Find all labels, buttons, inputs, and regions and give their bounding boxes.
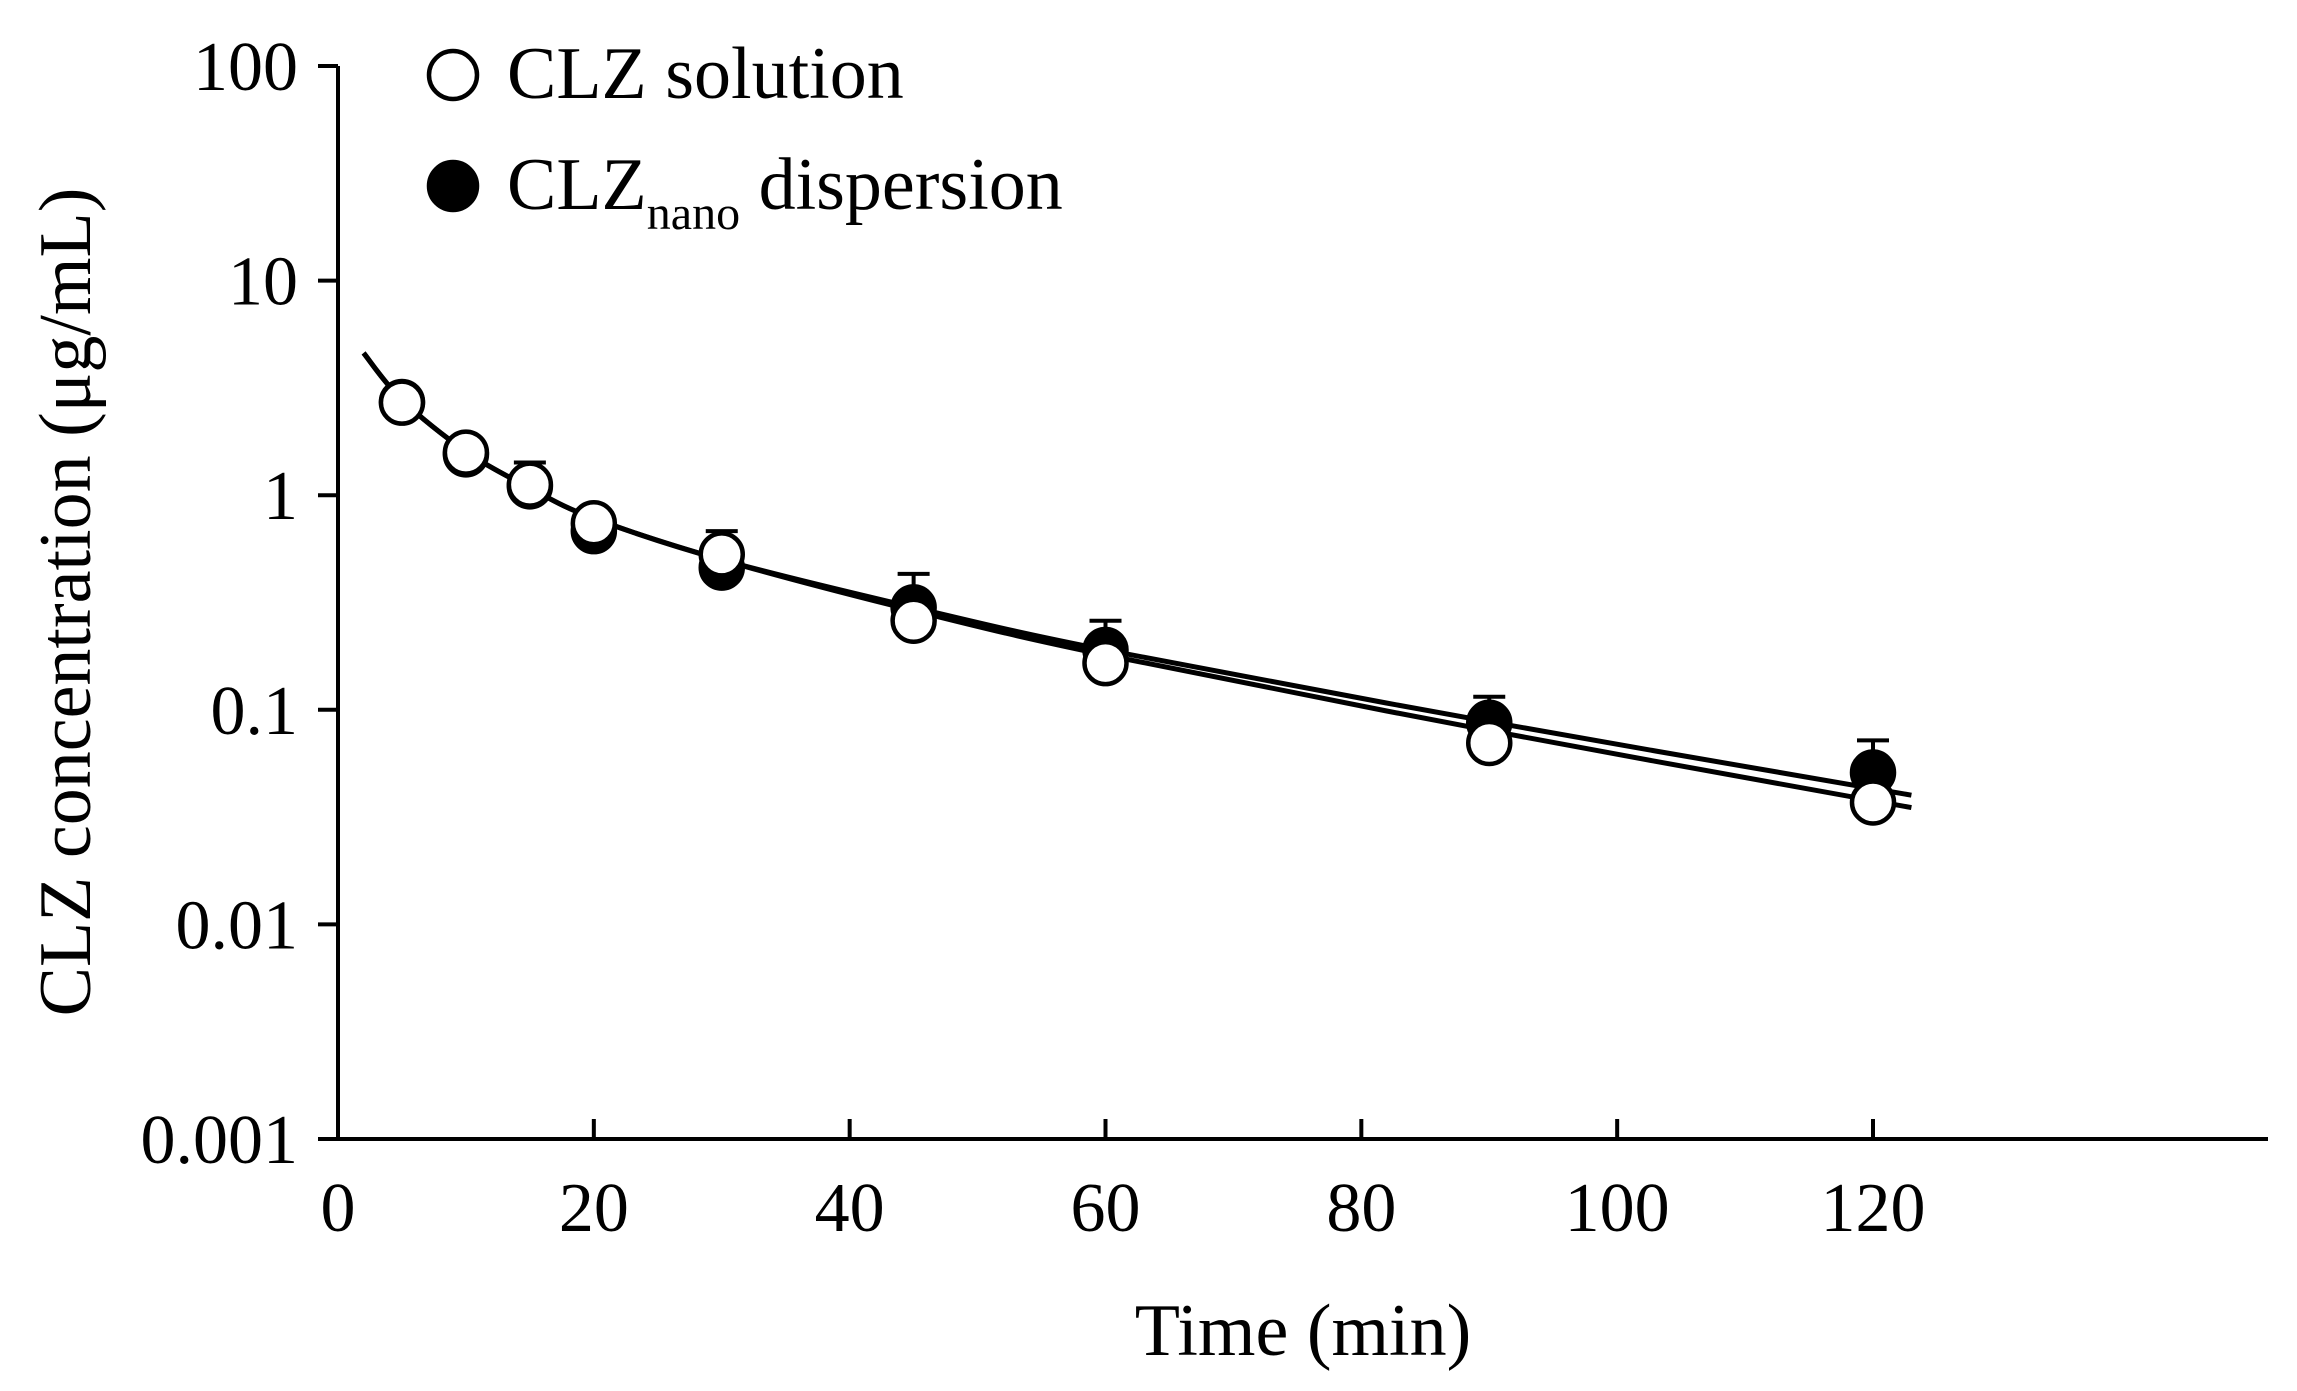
points-layer: [378, 378, 1897, 826]
fit-line-nano: [361, 351, 1912, 798]
data-point-solution: [506, 461, 554, 508]
data-point-solution: [698, 531, 745, 578]
legend-label-solution: CLZ solution: [507, 33, 904, 115]
legend-nano-sub: nano: [647, 187, 740, 240]
y-tick-label: 10: [228, 244, 298, 321]
x-tick-label: 20: [559, 1170, 629, 1247]
x-tick-label: 40: [815, 1170, 885, 1247]
data-point-solution: [1466, 719, 1513, 767]
legend-label-nano: CLZnano dispersion: [507, 144, 1063, 240]
fit-lines-layer: [361, 351, 1912, 811]
data-point-solution: [1082, 639, 1129, 687]
legend-marker-filled: [426, 159, 480, 213]
x-tick-label: 100: [1565, 1170, 1670, 1247]
y-tick-label: 0.1: [211, 673, 299, 750]
y-tick-label: 0.01: [176, 887, 299, 964]
legend-marker-open: [426, 48, 480, 102]
data-point-solution: [570, 500, 618, 547]
data-point-solution: [1849, 779, 1897, 826]
y-tick-label: 100: [193, 29, 298, 106]
ticks-layer: 0.001 0.01 0.1 1 10 100 0 20 40 60 80 100 120: [141, 29, 1926, 1247]
x-tick-label: 80: [1326, 1170, 1396, 1247]
fit-line-solution: [361, 351, 1912, 811]
x-tick-label: 60: [1071, 1170, 1141, 1247]
y-axis-title: CLZ concentration (μg/mL): [25, 188, 107, 1017]
data-point-solution: [890, 597, 937, 644]
data-point-solution: [442, 429, 490, 476]
data-point-solution: [378, 379, 426, 426]
y-tick-label: 0.001: [141, 1102, 299, 1179]
axes-layer: [336, 66, 2268, 1141]
x-axis-title: Time (min): [1135, 1290, 1471, 1372]
legend-nano-prefix: CLZ: [507, 144, 647, 226]
legend-nano-suffix: dispersion: [740, 144, 1063, 226]
y-tick-label: 1: [263, 458, 298, 535]
x-tick-label: 0: [321, 1170, 356, 1247]
legend: CLZ solution CLZnano dispersion: [426, 33, 1063, 240]
x-tick-label: 120: [1821, 1170, 1926, 1247]
